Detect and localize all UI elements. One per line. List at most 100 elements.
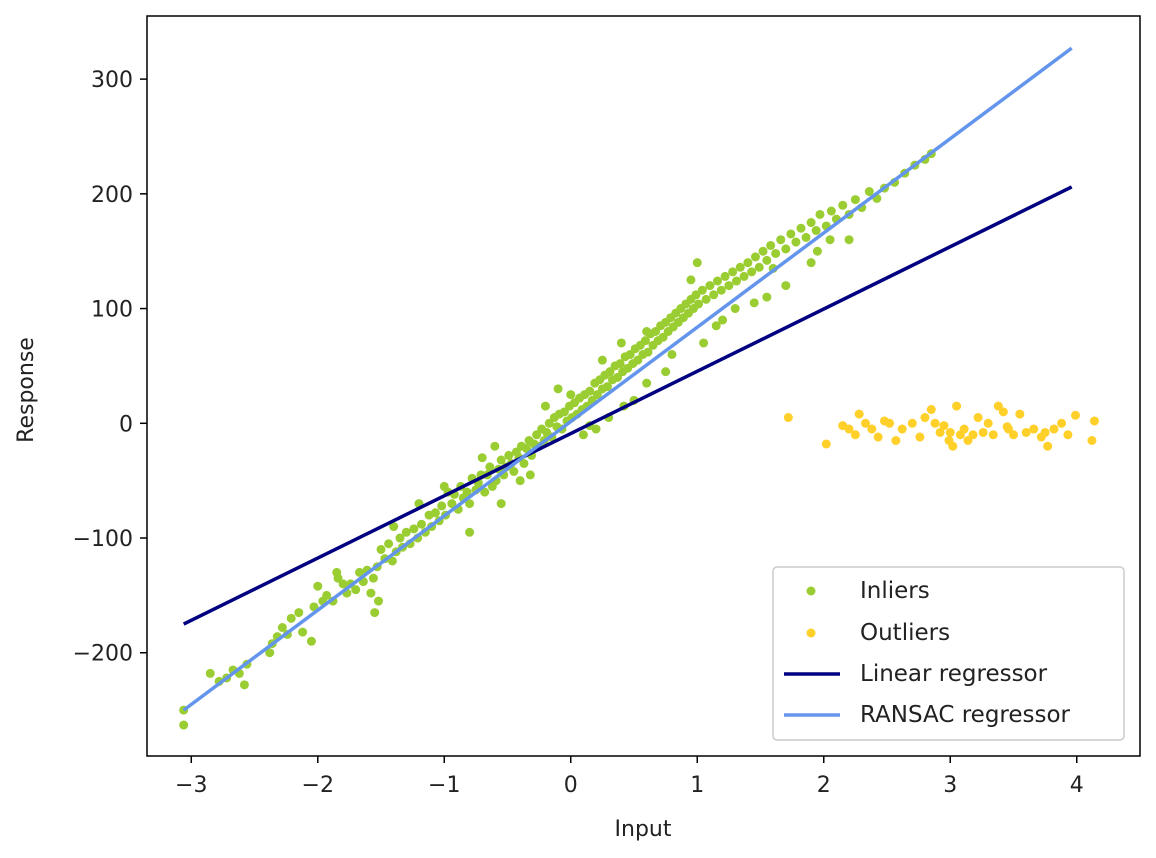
outlier-point <box>998 407 1008 417</box>
legend-marker-outliers <box>806 628 816 638</box>
inlier-point <box>540 401 550 411</box>
inlier-point <box>796 223 806 233</box>
inlier-point <box>338 579 348 589</box>
inlier-point <box>806 218 816 228</box>
inlier-point <box>781 281 791 291</box>
inlier-point <box>640 336 650 346</box>
x-tick-label: −1 <box>428 773 460 798</box>
inlier-point <box>642 378 652 388</box>
inlier-point <box>462 487 472 497</box>
inlier-point <box>701 294 711 304</box>
inlier-point <box>791 237 801 247</box>
inlier-point <box>294 608 304 618</box>
inlier-point <box>825 235 835 245</box>
inlier-point <box>416 519 426 529</box>
inlier-point <box>642 327 652 337</box>
outlier-point <box>844 424 854 434</box>
inlier-point <box>844 235 854 245</box>
inlier-point <box>731 276 741 286</box>
outlier-point <box>885 418 895 428</box>
inlier-point <box>401 527 411 537</box>
inlier-point <box>811 226 821 236</box>
inlier-point <box>389 522 399 532</box>
outlier-point <box>1087 435 1097 445</box>
inlier-point <box>485 462 495 472</box>
outlier-point <box>935 427 945 437</box>
outlier-point <box>952 401 962 411</box>
inlier-point <box>239 680 249 690</box>
inlier-point <box>750 252 760 262</box>
outlier-point <box>1021 427 1031 437</box>
legend: Inliers Outliers Linear regressor RANSAC… <box>772 566 1125 741</box>
outlier-point <box>915 432 925 442</box>
inlier-point <box>616 338 626 348</box>
inlier-point <box>711 321 721 331</box>
outlier-point <box>1057 418 1067 428</box>
outlier-point <box>1040 427 1050 437</box>
y-axis-label: Response <box>14 337 39 443</box>
outlier-point <box>850 430 860 440</box>
outlier-point <box>854 409 864 419</box>
outlier-point <box>973 413 983 423</box>
outlier-point <box>891 435 901 445</box>
inlier-point <box>718 315 728 325</box>
outlier-point <box>1009 430 1019 440</box>
outlier-point <box>1049 424 1059 434</box>
outlier-point <box>907 418 917 428</box>
inlier-point <box>758 246 768 256</box>
inlier-point <box>815 209 825 219</box>
inlier-point <box>437 501 447 511</box>
outlier-point <box>873 432 883 442</box>
inlier-point <box>387 556 397 566</box>
inlier-point <box>490 441 500 451</box>
inlier-point <box>373 596 383 606</box>
inlier-point <box>395 533 405 543</box>
outlier-point <box>1002 422 1012 432</box>
x-tick-label: −2 <box>302 773 334 798</box>
inlier-point <box>691 290 701 300</box>
outlier-point <box>926 405 936 415</box>
outlier-point <box>930 418 940 428</box>
inlier-point <box>705 281 715 291</box>
y-tick-label: −100 <box>73 527 133 552</box>
x-axis-label: Input <box>615 817 672 842</box>
inlier-point <box>686 275 696 285</box>
axes: −3 −2 −1 0 1 2 3 4 −200 −100 0 100 200 300 <box>73 15 1141 798</box>
outlier-point <box>1089 416 1099 426</box>
legend-box <box>772 566 1125 741</box>
plot-area <box>179 46 1099 730</box>
inlier-point <box>504 450 514 460</box>
inlier-point <box>578 430 588 440</box>
inlier-point <box>713 276 723 286</box>
outlier-point <box>945 427 955 437</box>
x-tick-label: −3 <box>175 773 207 798</box>
inlier-point <box>735 262 745 272</box>
inlier-point <box>370 608 380 618</box>
x-tick-label: 3 <box>943 773 957 798</box>
inlier-point <box>709 290 719 300</box>
inlier-point <box>864 187 874 197</box>
inlier-point <box>771 248 781 258</box>
inlier-point <box>762 255 772 265</box>
inlier-point <box>496 499 506 509</box>
inlier-point <box>643 347 653 357</box>
outlier-point <box>968 430 978 440</box>
outlier-point <box>1063 430 1073 440</box>
y-tick-label: 300 <box>91 68 133 93</box>
inlier-point <box>351 585 361 595</box>
inlier-point <box>477 453 487 463</box>
inlier-point <box>838 200 848 210</box>
legend-label-outliers: Outliers <box>860 620 950 646</box>
inlier-point <box>692 258 702 268</box>
inlier-point <box>602 382 612 392</box>
inlier-point <box>724 281 734 291</box>
inlier-point <box>430 508 440 518</box>
outlier-point <box>1070 410 1080 420</box>
inlier-point <box>496 455 506 465</box>
inlier-point <box>806 258 816 268</box>
legend-label-linear: Linear regressor <box>860 661 1048 687</box>
inlier-point <box>566 390 576 400</box>
x-tick-label: 2 <box>817 773 831 798</box>
inlier-point <box>730 304 740 314</box>
inlier-point <box>366 588 376 598</box>
